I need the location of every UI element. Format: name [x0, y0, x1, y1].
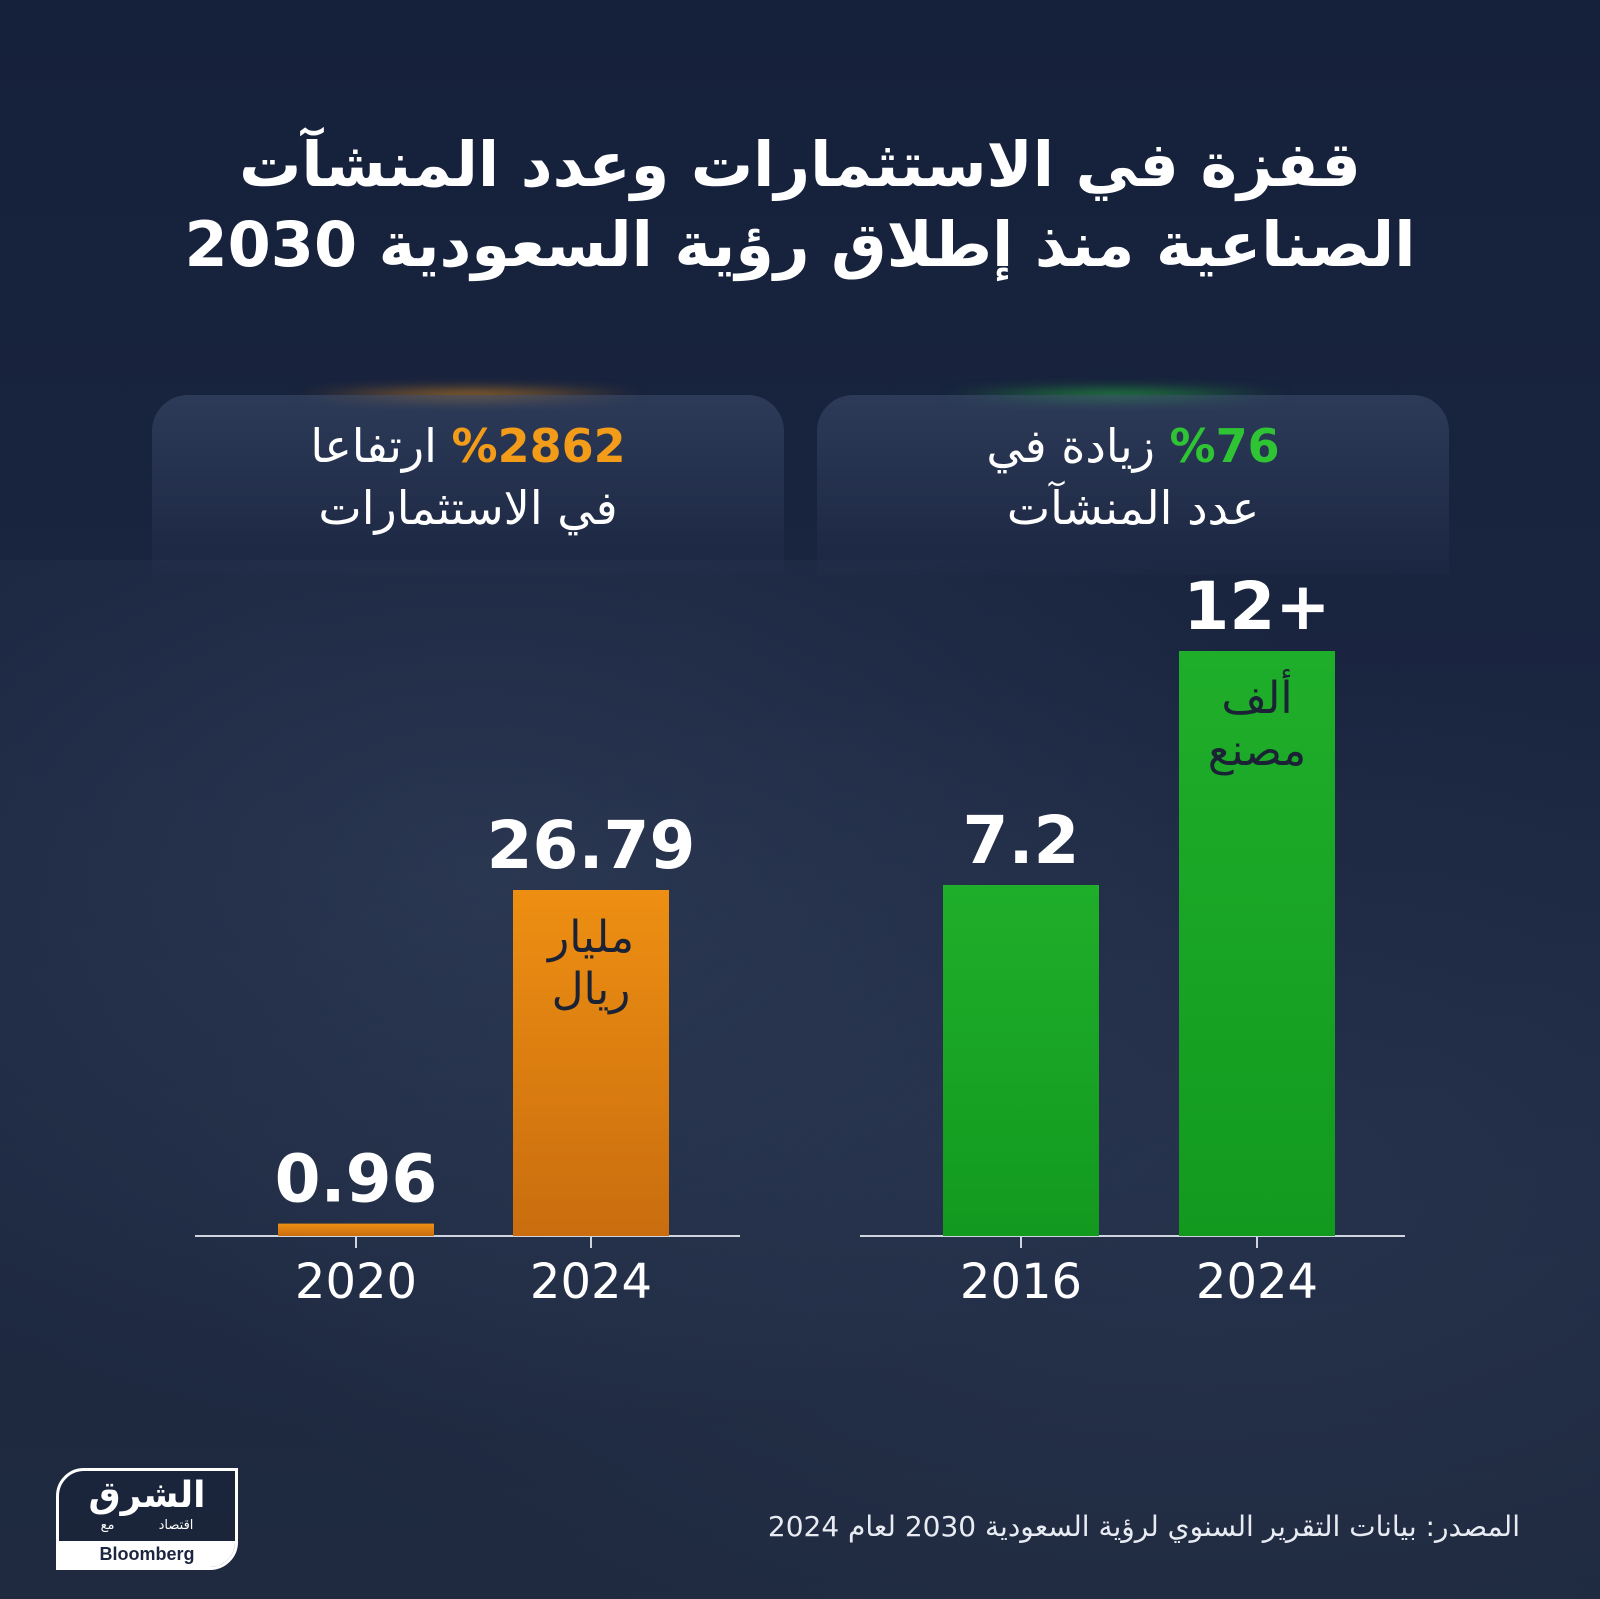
- left-headline: %2862 ارتفاعا في الاستثمارات: [152, 415, 784, 539]
- logo-bar: [59, 1541, 235, 1567]
- logo-arabic: الشرق: [88, 1475, 206, 1516]
- factories-bar-2024: [1179, 651, 1335, 1236]
- left-headline-percent: %2862: [451, 419, 626, 473]
- right-headline-row-1: %76 زيادة في: [817, 415, 1449, 477]
- investment-value-label-2024: 26.79: [487, 807, 696, 884]
- page-title: قفزة في الاستثمارات وعدد المنشآت الصناعي…: [0, 125, 1600, 285]
- left-headline-row-2: في الاستثمارات: [318, 481, 618, 535]
- investment-bar-2024: [513, 890, 669, 1236]
- factories-bar-2016: [943, 885, 1099, 1236]
- title-line-1: قفزة في الاستثمارات وعدد المنشآت: [239, 128, 1361, 201]
- asharq-bloomberg-logo: الشرق اقتصاد مع Bloomberg: [56, 1468, 238, 1570]
- factories-unit-label-1: ألف: [1221, 669, 1292, 724]
- left-panel: [152, 395, 784, 575]
- factories-value-label-2024: 12+: [1183, 568, 1330, 645]
- left-headline-text: ارتفاعا: [310, 419, 437, 473]
- right-panel: [817, 395, 1449, 575]
- factories-category-label-2016: 2016: [960, 1254, 1082, 1310]
- investment-category-label-2020: 2020: [295, 1254, 417, 1310]
- source-note: المصدر: بيانات التقرير السنوي لرؤية السع…: [767, 1510, 1520, 1543]
- logo-english: Bloomberg: [99, 1544, 195, 1564]
- title-line-2: الصناعية منذ إطلاق رؤية السعودية 2030: [184, 208, 1416, 281]
- right-headline-text: زيادة في: [986, 419, 1155, 473]
- investment-unit-label-2: ريال: [552, 964, 631, 1015]
- factories-value-label-2016: 7.2: [963, 802, 1080, 879]
- logo-sub-text: اقتصاد: [158, 1518, 194, 1533]
- right-headline-percent: %76: [1169, 419, 1280, 473]
- factories-category-label-2024: 2024: [1196, 1254, 1318, 1310]
- investment-value-label-2020: 0.96: [275, 1141, 438, 1218]
- factories-unit-label-2: مصنع: [1208, 725, 1306, 776]
- right-headline-row-2: عدد المنشآت: [1006, 481, 1260, 535]
- logo-subtitle: اقتصاد مع: [59, 1518, 235, 1533]
- investment-category-label-2024: 2024: [530, 1254, 652, 1310]
- investment-bar-2020: [278, 1223, 434, 1236]
- right-headline: %76 زيادة في عدد المنشآت: [817, 415, 1449, 539]
- investment-unit-label-1: مليار: [546, 912, 634, 963]
- logo-with-text: مع: [100, 1518, 115, 1533]
- left-headline-row-1: %2862 ارتفاعا: [152, 415, 784, 477]
